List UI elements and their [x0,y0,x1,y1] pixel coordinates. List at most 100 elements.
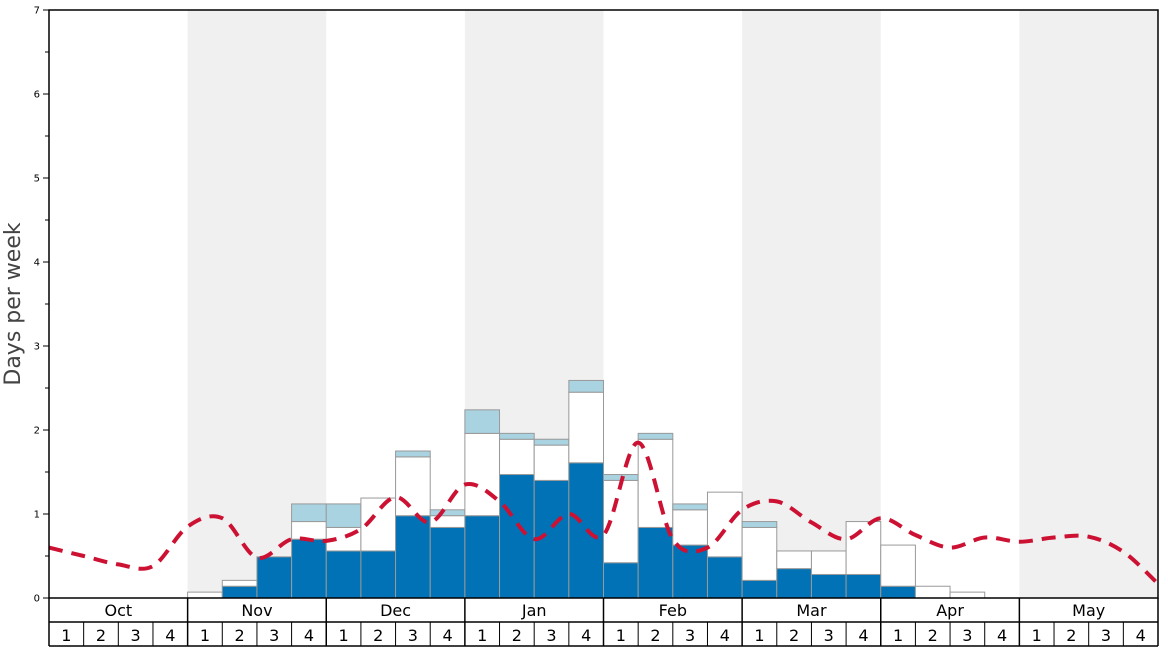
bar-white-week-13 [464,432,501,517]
bar-white-week-14 [499,438,535,476]
bar-blue-week-23 [810,573,847,599]
bar-white-week-25 [880,544,916,587]
bar-light_blue-week-21 [741,521,778,528]
week-label: 3 [962,626,972,645]
bar-light_blue-week-13 [464,409,501,434]
bar-light_blue-week-18 [637,432,674,440]
bar-white-week-26 [914,585,951,599]
bar-light_blue-week-16 [568,379,604,393]
bar-blue-week-12 [429,526,466,599]
bar-blue-week-18 [637,526,674,599]
month-label-dec: Dec [380,601,411,620]
week-label: 2 [512,626,522,645]
y-axis-label: Days per week [1,222,26,385]
week-label: 3 [408,626,418,645]
week-label: 2 [789,626,799,645]
month-band-nov [187,10,327,598]
week-label: 2 [928,626,938,645]
bar-blue-week-13 [464,515,501,599]
bar-white-week-24 [845,521,882,575]
bar-white-week-27 [949,591,986,599]
y-tick-label: 6 [34,90,40,101]
month-label-mar: Mar [796,601,827,620]
week-label: 2 [1066,626,1076,645]
bar-white-week-16 [568,391,604,464]
week-label: 4 [720,626,730,645]
bar-blue-week-20 [706,556,743,599]
y-tick-label: 4 [34,258,40,269]
bar-blue-week-7 [256,556,293,599]
bar-white-week-21 [741,526,778,581]
bar-blue-week-24 [845,573,882,599]
week-label: 1 [338,626,348,645]
bar-light_blue-week-15 [533,438,570,446]
week-label: 4 [304,626,314,645]
week-label: 1 [754,626,764,645]
week-label: 2 [650,626,660,645]
week-label: 2 [373,626,383,645]
week-label: 1 [893,626,903,645]
week-label: 3 [269,626,279,645]
week-label: 1 [61,626,71,645]
bar-blue-week-21 [741,579,778,599]
month-label-may: May [1072,601,1105,620]
bar-light_blue-week-19 [672,503,708,511]
y-tick-label: 1 [34,510,40,521]
y-tick-label: 5 [34,174,40,185]
week-label: 2 [96,626,106,645]
bar-light_blue-week-11 [395,450,431,458]
week-label: 3 [546,626,556,645]
week-label: 4 [581,626,591,645]
week-label: 3 [131,626,141,645]
week-label: 4 [997,626,1007,645]
y-tick-label: 7 [34,6,40,17]
bar-blue-week-6 [221,585,258,599]
bar-blue-week-17 [603,562,639,599]
bar-white-week-8 [291,521,327,540]
bar-blue-week-11 [395,515,431,599]
bar-white-week-11 [395,456,431,517]
dashed-trend-line [48,440,1160,586]
month-label-nov: Nov [241,601,272,620]
y-tick-label: 0 [34,594,40,605]
bar-white-week-22 [776,550,812,570]
week-label: 1 [1032,626,1042,645]
month-band-may [1019,10,1158,598]
bar-blue-week-19 [672,544,708,599]
bar-white-week-15 [533,444,570,481]
bar-white-week-19 [672,509,708,546]
month-label-jan: Jan [521,601,547,620]
week-label: 4 [442,626,452,645]
week-label: 3 [1101,626,1111,645]
y-tick-label: 3 [34,342,40,353]
week-label: 4 [165,626,175,645]
month-label-apr: Apr [936,601,964,620]
bar-white-week-23 [810,550,847,575]
week-label: 1 [616,626,626,645]
week-label: 4 [1136,626,1146,645]
month-label-feb: Feb [659,601,687,620]
bar-blue-week-14 [499,474,535,599]
bar-blue-week-9 [325,550,362,599]
bar-white-week-5 [187,591,223,599]
bar-light_blue-week-9 [325,503,362,528]
bar-white-week-20 [706,491,743,558]
week-label: 4 [858,626,868,645]
bar-light_blue-week-8 [291,503,327,523]
week-label: 3 [685,626,695,645]
bar-white-week-6 [221,579,258,587]
week-label: 2 [235,626,245,645]
week-label: 1 [477,626,487,645]
y-tick-label: 2 [34,426,40,437]
bar-light_blue-week-14 [499,432,535,440]
month-label-oct: Oct [104,601,132,620]
week-label: 3 [824,626,834,645]
bar-blue-week-10 [360,550,397,599]
bar-blue-week-22 [776,568,812,599]
bar-blue-week-25 [880,585,916,599]
bar-blue-week-16 [568,462,604,599]
bar-light_blue-week-12 [429,509,466,517]
month-band-mar [742,10,881,598]
